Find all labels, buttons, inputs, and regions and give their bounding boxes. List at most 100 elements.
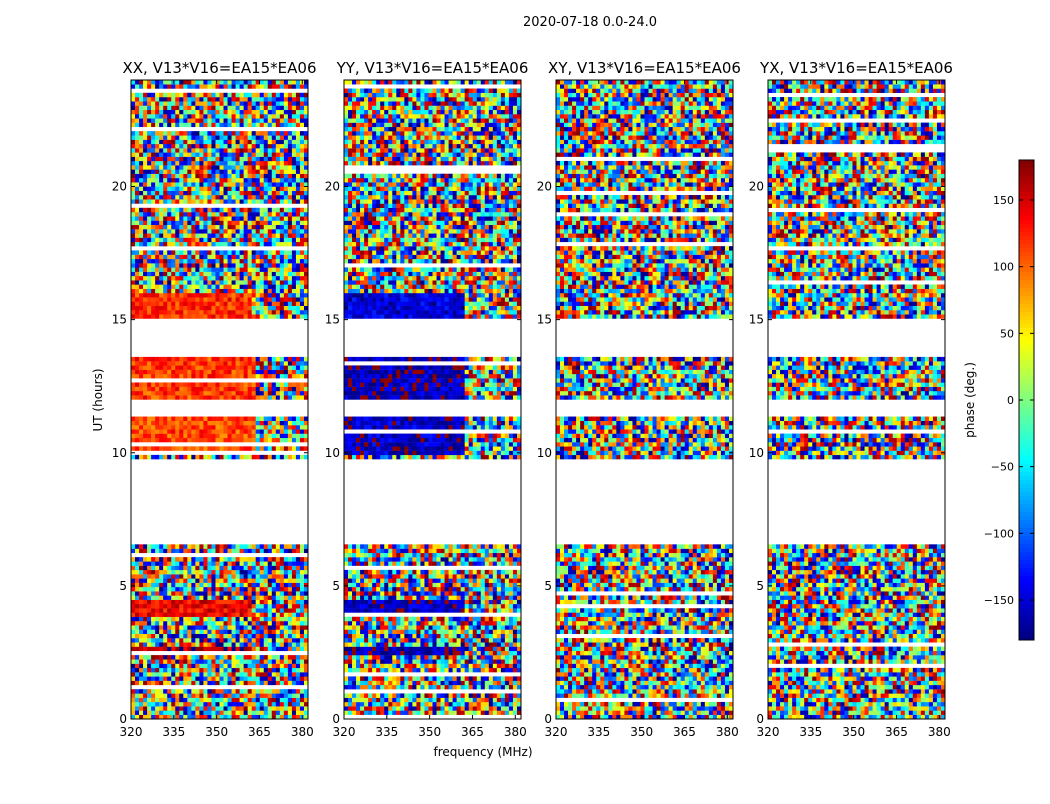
heatmap-cell: [228, 161, 232, 165]
heatmap-cell: [272, 229, 276, 233]
heatmap-cell: [280, 276, 284, 280]
heatmap-cell: [272, 365, 276, 369]
heatmap-cell: [461, 698, 465, 702]
heatmap-cell: [224, 617, 228, 621]
heatmap-cell: [268, 110, 272, 114]
heatmap-cell: [207, 438, 211, 442]
heatmap-cell: [300, 625, 304, 629]
heatmap-cell: [256, 93, 260, 97]
heatmap-cell: [260, 374, 264, 378]
heatmap-cell: [280, 259, 284, 263]
heatmap-cell: [135, 284, 139, 288]
heatmap-cell: [252, 613, 256, 617]
heatmap-cell: [224, 131, 228, 135]
heatmap-cell: [139, 182, 143, 186]
heatmap-cell: [179, 702, 183, 706]
heatmap-cell: [296, 250, 300, 254]
heatmap-cell: [155, 182, 159, 186]
heatmap-cell: [292, 591, 296, 595]
heatmap-cell: [264, 574, 268, 578]
heatmap-cell: [292, 123, 296, 127]
heatmap-cell: [135, 361, 139, 365]
heatmap-cell: [232, 310, 236, 314]
heatmap-cell: [163, 242, 167, 246]
heatmap-cell: [288, 595, 292, 599]
heatmap-cell: [236, 242, 240, 246]
heatmap-cell: [240, 310, 244, 314]
heatmap-cell: [195, 221, 199, 225]
heatmap-cell: [151, 561, 155, 565]
heatmap-cell: [252, 293, 256, 297]
heatmap-cell: [276, 293, 280, 297]
heatmap-cell: [179, 302, 183, 306]
heatmap-cell: [179, 595, 183, 599]
heatmap-cell: [232, 289, 236, 293]
heatmap-cell: [139, 659, 143, 663]
heatmap-cell: [211, 617, 215, 621]
heatmap-cell: [171, 314, 175, 318]
heatmap-cell: [256, 570, 260, 574]
heatmap-cell: [232, 259, 236, 263]
heatmap-cell: [224, 259, 228, 263]
heatmap-cell: [509, 710, 513, 714]
heatmap-cell: [215, 429, 219, 433]
heatmap-cell: [151, 263, 155, 267]
heatmap-cell: [280, 199, 284, 203]
heatmap-cell: [167, 698, 171, 702]
heatmap-cell: [167, 229, 171, 233]
heatmap-cell: [232, 140, 236, 144]
heatmap-cell: [224, 289, 228, 293]
heatmap-cell: [260, 161, 264, 165]
heatmap-cell: [207, 642, 211, 646]
heatmap-cell: [159, 152, 163, 156]
heatmap-cell: [163, 638, 167, 642]
heatmap-cell: [195, 676, 199, 680]
heatmap-cell: [155, 135, 159, 139]
heatmap-cell: [147, 421, 151, 425]
heatmap-cell: [175, 681, 179, 685]
heatmap-cell: [288, 395, 292, 399]
heatmap-cell: [195, 702, 199, 706]
heatmap-cell: [159, 706, 163, 710]
heatmap-cell: [143, 216, 147, 220]
heatmap-cell: [151, 280, 155, 284]
heatmap-cell: [224, 221, 228, 225]
heatmap-cell: [163, 391, 167, 395]
heatmap-cell: [135, 634, 139, 638]
heatmap-cell: [167, 195, 171, 199]
heatmap-cell: [139, 587, 143, 591]
heatmap-cell: [272, 157, 276, 161]
heatmap-cell: [175, 625, 179, 629]
heatmap-cell: [199, 638, 203, 642]
heatmap-cell: [167, 574, 171, 578]
heatmap-cell: [187, 446, 191, 450]
heatmap-cell: [131, 293, 135, 297]
heatmap-cell: [268, 681, 272, 685]
heatmap-cell: [292, 255, 296, 259]
heatmap-cell: [175, 365, 179, 369]
heatmap-cell: [215, 391, 219, 395]
heatmap-cell: [288, 178, 292, 182]
heatmap-cell: [187, 118, 191, 122]
heatmap-cell: [211, 655, 215, 659]
heatmap-cell: [171, 191, 175, 195]
heatmap-cell: [228, 208, 232, 212]
heatmap-cell: [284, 250, 288, 254]
heatmap-cell: [236, 425, 240, 429]
heatmap-cell: [207, 221, 211, 225]
heatmap-cell: [268, 165, 272, 169]
heatmap-cell: [215, 306, 219, 310]
heatmap-cell: [256, 455, 260, 459]
heatmap-cell: [211, 417, 215, 421]
heatmap-cell: [159, 387, 163, 391]
heatmap-cell: [155, 374, 159, 378]
heatmap-cell: [183, 161, 187, 165]
heatmap-cell: [203, 182, 207, 186]
heatmap-cell: [244, 131, 248, 135]
heatmap-cell: [155, 144, 159, 148]
heatmap-cell: [296, 267, 300, 271]
heatmap-cell: [171, 549, 175, 553]
heatmap-cell: [280, 306, 284, 310]
heatmap-cell: [244, 595, 248, 599]
heatmap-cell: [248, 161, 252, 165]
